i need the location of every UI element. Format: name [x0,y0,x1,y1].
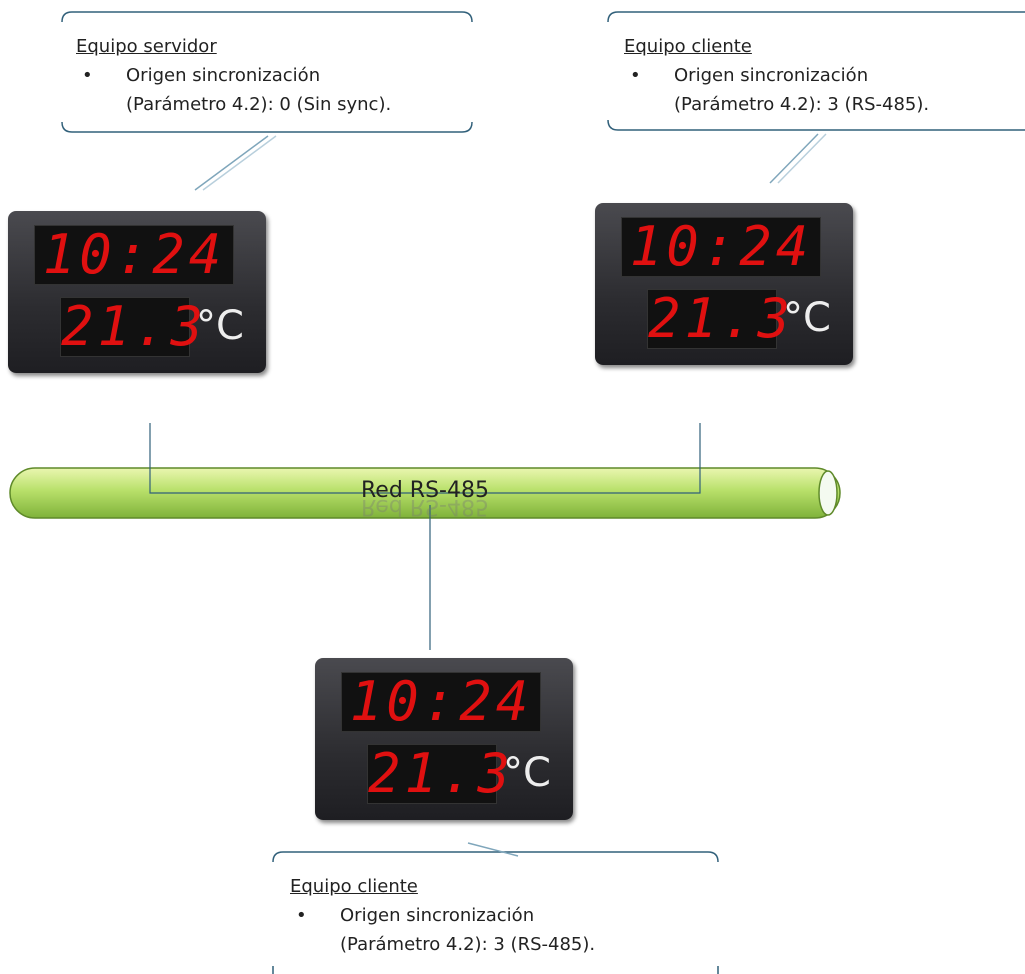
pipe-end [818,470,838,516]
callout: Equipo cliente Origen sincronización (Pa… [624,32,1024,119]
callout-title: Equipo cliente [290,876,418,897]
callout-line: Origen sincronización [76,61,472,90]
callout-line: (Parámetro 4.2): 3 (RS-485). [674,94,930,115]
callout-line: Origen sincronización [290,901,718,930]
time-digits: 10:24 [341,672,541,732]
connectors [149,423,701,650]
temperature-digits: 21.3 [647,287,795,350]
temperature-digits: 21.3 [60,295,208,358]
callout-line: Origen sincronización [624,61,1024,90]
callout-frames [61,11,1025,974]
display-device: 10:24 21.3 °C [8,211,266,373]
display-device: 10:24 21.3 °C [595,203,853,365]
display-device: 10:24 21.3 °C [315,658,573,820]
time-digits: 10:24 [34,225,234,285]
unit: °C [783,295,831,341]
callout-title: Equipo cliente [624,36,752,57]
callout-line: (Parámetro 4.2): 3 (RS-485). [340,934,596,955]
callout: Equipo cliente Origen sincronización (Pa… [290,872,718,959]
callout-title: Equipo servidor [76,36,217,57]
callout: Equipo servidor Origen sincronización (P… [76,32,472,119]
temperature-digits: 21.3 [367,742,515,805]
callout-line: (Parámetro 4.2): 0 (Sin sync). [126,94,392,115]
network-label: Red RS-485 [361,478,489,503]
unit: °C [503,750,551,796]
unit: °C [196,303,244,349]
time-digits: 10:24 [621,217,821,277]
